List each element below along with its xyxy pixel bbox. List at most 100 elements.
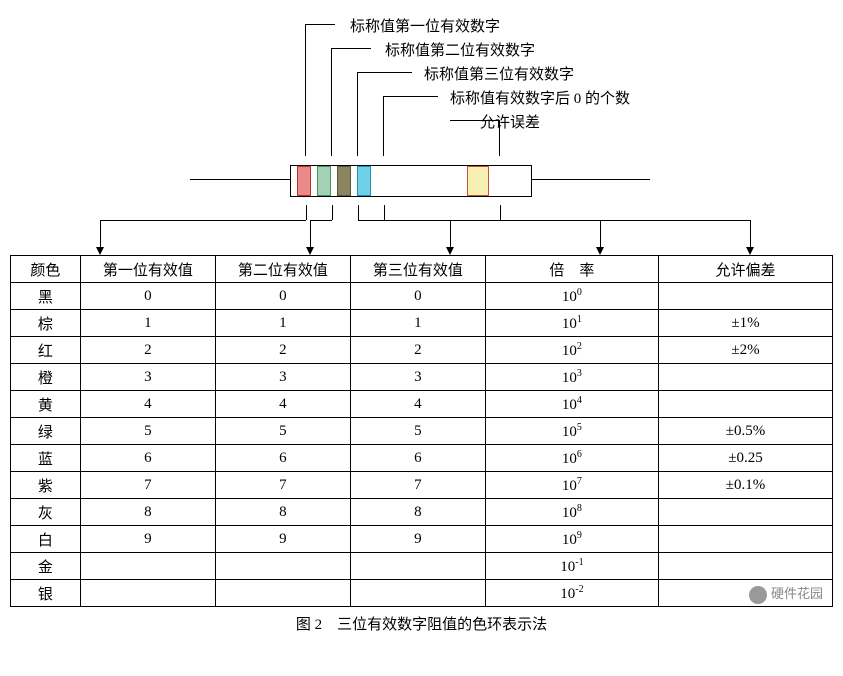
table-cell: 黄 bbox=[11, 391, 81, 418]
table-cell: 金 bbox=[11, 553, 81, 580]
resistor-band-4 bbox=[357, 166, 371, 196]
table-row: 黑000100 bbox=[11, 283, 833, 310]
label-4: 标称值有效数字后 0 的个数 bbox=[450, 87, 630, 108]
table-cell: 7 bbox=[350, 472, 485, 499]
table-cell: 8 bbox=[80, 499, 215, 526]
table-header: 第二位有效值 bbox=[215, 256, 350, 283]
table-cell: 9 bbox=[80, 526, 215, 553]
table-cell bbox=[659, 553, 833, 580]
table-cell: 灰 bbox=[11, 499, 81, 526]
table-row: 蓝666106±0.25 bbox=[11, 445, 833, 472]
table-cell: 4 bbox=[215, 391, 350, 418]
table-cell: 6 bbox=[80, 445, 215, 472]
table-row: 橙333103 bbox=[11, 364, 833, 391]
table-cell: 4 bbox=[80, 391, 215, 418]
table-cell: 1 bbox=[215, 310, 350, 337]
table-cell: 104 bbox=[485, 391, 658, 418]
table-cell bbox=[350, 580, 485, 607]
table-cell: 银 bbox=[11, 580, 81, 607]
resistor-body bbox=[290, 165, 532, 197]
table-row: 白999109 bbox=[11, 526, 833, 553]
table-row: 红222102±2% bbox=[11, 337, 833, 364]
table-cell: 0 bbox=[215, 283, 350, 310]
resistor-band-1 bbox=[297, 166, 311, 196]
table-cell: ±0.25 bbox=[659, 445, 833, 472]
table-cell: 108 bbox=[485, 499, 658, 526]
table-cell: 3 bbox=[350, 364, 485, 391]
table-row: 棕111101±1% bbox=[11, 310, 833, 337]
table-cell bbox=[80, 553, 215, 580]
table-cell bbox=[215, 553, 350, 580]
table-cell: 4 bbox=[350, 391, 485, 418]
table-cell: 0 bbox=[350, 283, 485, 310]
table-cell: 2 bbox=[350, 337, 485, 364]
table-cell: 黑 bbox=[11, 283, 81, 310]
table-cell: 10-1 bbox=[485, 553, 658, 580]
table-cell bbox=[350, 553, 485, 580]
table-cell: 3 bbox=[215, 364, 350, 391]
table-header: 第三位有效值 bbox=[350, 256, 485, 283]
table-cell bbox=[659, 364, 833, 391]
color-code-table: 颜色第一位有效值第二位有效值第三位有效值倍 率允许偏差黑000100棕11110… bbox=[10, 255, 833, 607]
table-cell: 绿 bbox=[11, 418, 81, 445]
table-cell: 橙 bbox=[11, 364, 81, 391]
table-cell bbox=[659, 499, 833, 526]
table-cell: 3 bbox=[80, 364, 215, 391]
table-cell: 10-2 bbox=[485, 580, 658, 607]
table-cell: 2 bbox=[80, 337, 215, 364]
label-1: 标称值第一位有效数字 bbox=[350, 15, 500, 36]
table-cell: 5 bbox=[350, 418, 485, 445]
table-cell: 9 bbox=[350, 526, 485, 553]
table-header: 倍 率 bbox=[485, 256, 658, 283]
table-row: 紫777107±0.1% bbox=[11, 472, 833, 499]
table-cell bbox=[659, 526, 833, 553]
table-cell: 7 bbox=[80, 472, 215, 499]
table-cell: 8 bbox=[350, 499, 485, 526]
table-row: 灰888108 bbox=[11, 499, 833, 526]
label-3: 标称值第三位有效数字 bbox=[424, 63, 574, 84]
table-cell: 105 bbox=[485, 418, 658, 445]
table-cell: ±1% bbox=[659, 310, 833, 337]
resistor-diagram bbox=[10, 155, 833, 205]
table-cell: 红 bbox=[11, 337, 81, 364]
table-cell: 7 bbox=[215, 472, 350, 499]
table-cell: 103 bbox=[485, 364, 658, 391]
table-header: 允许偏差 bbox=[659, 256, 833, 283]
table-cell: 5 bbox=[80, 418, 215, 445]
table-cell: 棕 bbox=[11, 310, 81, 337]
table-row: 黄444104 bbox=[11, 391, 833, 418]
table-cell: 109 bbox=[485, 526, 658, 553]
table-cell bbox=[659, 283, 833, 310]
table-cell: 紫 bbox=[11, 472, 81, 499]
table-header: 颜色 bbox=[11, 256, 81, 283]
table-cell: ±0.5% bbox=[659, 418, 833, 445]
table-row: 银 10-2 bbox=[11, 580, 833, 607]
table-cell: 0 bbox=[80, 283, 215, 310]
table-cell: 100 bbox=[485, 283, 658, 310]
watermark: 硬件花园 bbox=[749, 583, 823, 604]
table-cell: ±0.1% bbox=[659, 472, 833, 499]
table-cell bbox=[659, 391, 833, 418]
table-cell: 白 bbox=[11, 526, 81, 553]
table-cell: 6 bbox=[215, 445, 350, 472]
table-cell: 蓝 bbox=[11, 445, 81, 472]
label-2: 标称值第二位有效数字 bbox=[385, 39, 535, 60]
arrows-area bbox=[10, 205, 833, 255]
resistor-band-2 bbox=[317, 166, 331, 196]
table-cell bbox=[215, 580, 350, 607]
table-cell: 2 bbox=[215, 337, 350, 364]
table-cell: ±2% bbox=[659, 337, 833, 364]
label-5: 允许误差 bbox=[480, 111, 540, 132]
table-cell: 5 bbox=[215, 418, 350, 445]
table-cell: 8 bbox=[215, 499, 350, 526]
table-cell: 107 bbox=[485, 472, 658, 499]
label-callouts: 标称值第一位有效数字 标称值第二位有效数字 标称值第三位有效数字 标称值有效数字… bbox=[10, 10, 833, 150]
table-cell: 9 bbox=[215, 526, 350, 553]
table-header: 第一位有效值 bbox=[80, 256, 215, 283]
figure-caption: 图 2 三位有效数字阻值的色环表示法 bbox=[10, 613, 833, 634]
table-cell: 102 bbox=[485, 337, 658, 364]
table-cell: 101 bbox=[485, 310, 658, 337]
table-row: 金 10-1 bbox=[11, 553, 833, 580]
table-cell: 1 bbox=[350, 310, 485, 337]
table-cell: 106 bbox=[485, 445, 658, 472]
